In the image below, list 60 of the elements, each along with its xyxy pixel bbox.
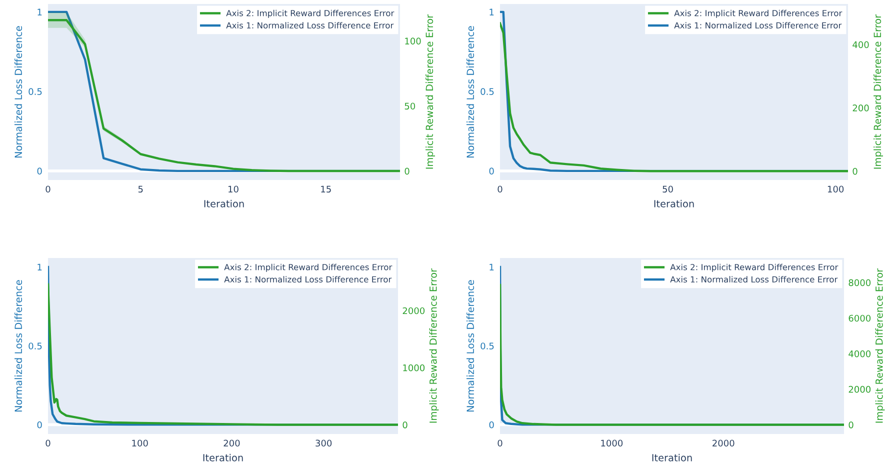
y2-tick-label: 0: [852, 168, 858, 175]
legend-label: Axis 1: Normalized Loss Difference Error: [226, 22, 394, 29]
y-tick-label: 1: [38, 8, 42, 16]
y2-axis-title: Implicit Reward Difference Error: [426, 14, 435, 169]
x-tick-label: 5: [138, 186, 143, 193]
y-axis-title: Normalized Loss Difference: [466, 26, 474, 158]
x-tick-label: 100: [132, 440, 148, 447]
y-tick-label: 0.5: [28, 342, 42, 350]
x-axis-title: Iteration: [204, 200, 244, 208]
legend-label: Axis 2: Implicit Reward Differences Error: [670, 264, 838, 272]
y-tick-label: 0.5: [480, 88, 494, 95]
y2-tick-label: 6000: [848, 314, 871, 322]
y2-tick-label: 400: [852, 41, 869, 48]
y-tick-label: 1: [490, 264, 494, 270]
x-tick-label: 10: [228, 186, 238, 193]
x-tick-label: 0: [498, 440, 502, 447]
x-axis-title: Iteration: [654, 200, 694, 208]
y2-axis-title: Implicit Reward Difference Error: [429, 268, 439, 423]
x-tick-label: 2000: [712, 440, 734, 447]
x-tick-label: 100: [828, 186, 844, 193]
y2-tick-label: 200: [852, 104, 869, 112]
y-tick-label: 1: [490, 8, 494, 16]
x-tick-label: 50: [662, 186, 673, 193]
y-tick-label: 0.5: [480, 342, 494, 350]
y-axis-title: Normalized Loss Difference: [14, 26, 22, 158]
y2-tick-label: 50: [404, 102, 416, 110]
y2-tick-label: 100: [405, 38, 421, 44]
y2-tick-label: 2000: [402, 307, 425, 314]
y2-axis-title: Implicit Reward Difference Error: [874, 14, 883, 169]
y-tick-label: 0: [489, 421, 494, 428]
y2-axis-title: Implicit Reward Difference Error: [875, 268, 885, 423]
y-axis-title: Normalized Loss Difference: [466, 280, 474, 412]
x-tick-label: 1000: [601, 440, 623, 447]
legend-label: Axis 2: Implicit Reward Differences Error: [224, 264, 392, 272]
y-tick-label: 0: [489, 168, 494, 174]
y2-tick-label: 2000: [848, 386, 871, 393]
y2-tick-label: 0: [402, 421, 408, 428]
y-tick-label: 1: [38, 264, 42, 270]
x-tick-label: 0: [46, 440, 50, 447]
x-tick-label: 200: [224, 440, 240, 447]
y2-tick-label: 1000: [403, 364, 425, 372]
legend-label: Axis 2: Implicit Reward Differences Error: [226, 10, 394, 18]
legend-label: Axis 1: Normalized Loss Difference Error: [224, 276, 392, 283]
x-tick-label: 0: [498, 186, 502, 193]
y-tick-label: 0: [37, 168, 42, 174]
y-axis-title: Normalized Loss Difference: [14, 280, 22, 412]
x-tick-label: 300: [316, 440, 332, 447]
y2-tick-label: 8000: [848, 279, 871, 286]
y-tick-label: 0.5: [28, 88, 42, 95]
x-tick-label: 15: [321, 186, 331, 193]
x-tick-label: 0: [46, 186, 50, 193]
x-axis-title: Iteration: [203, 454, 243, 462]
legend-label: Axis 1: Normalized Loss Difference Error: [674, 22, 842, 29]
legend-label: Axis 1: Normalized Loss Difference Error: [670, 276, 838, 283]
legend-label: Axis 2: Implicit Reward Differences Error: [674, 10, 842, 18]
y2-tick-label: 0: [848, 421, 854, 428]
y2-tick-label: 0: [404, 168, 410, 175]
x-axis-title: Iteration: [652, 454, 692, 462]
y2-tick-label: 4000: [848, 350, 871, 358]
y-tick-label: 0: [37, 421, 42, 428]
